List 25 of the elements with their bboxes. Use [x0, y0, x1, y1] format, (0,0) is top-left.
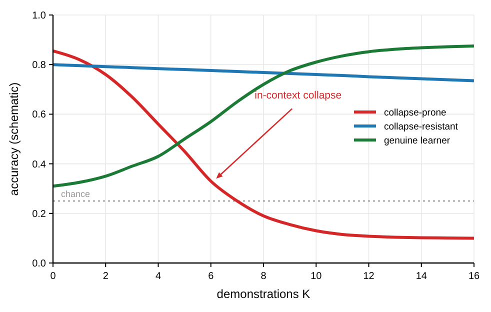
x-tick-label: 16	[468, 271, 480, 282]
line-series	[52, 49, 476, 240]
x-tick-label: 8	[260, 271, 267, 282]
y-tick-label: 0.8	[32, 60, 46, 72]
y-axis-title: accuracy (schematic)	[7, 82, 21, 196]
x-tick-label: 10	[310, 271, 322, 282]
line-series	[52, 63, 476, 82]
x-tick-label: 14	[416, 271, 428, 282]
x-tick-label: 6	[208, 271, 214, 282]
legend-label: genuine learner	[384, 136, 450, 146]
x-tick-label: 2	[102, 271, 109, 282]
y-tick-label: 0.0	[32, 258, 46, 270]
x-tick-label: 0	[50, 271, 56, 282]
annotation: in-context collapse	[254, 90, 342, 102]
legend-label: collapse-prone	[384, 108, 446, 118]
x-tick-label: 12	[363, 271, 375, 282]
y-tick-label: 1.0	[32, 10, 46, 22]
y-tick-label: 0.2	[32, 208, 46, 220]
line-series	[52, 44, 476, 188]
y-tick-label: 0.6	[32, 110, 46, 121]
legend-label: collapse-resistant	[384, 122, 458, 132]
y-tick-label: 0.4	[32, 159, 46, 170]
ref-line-label: chance	[61, 189, 90, 199]
x-axis-title: demonstrations K	[216, 287, 310, 301]
x-tick-label: 4	[155, 271, 162, 282]
